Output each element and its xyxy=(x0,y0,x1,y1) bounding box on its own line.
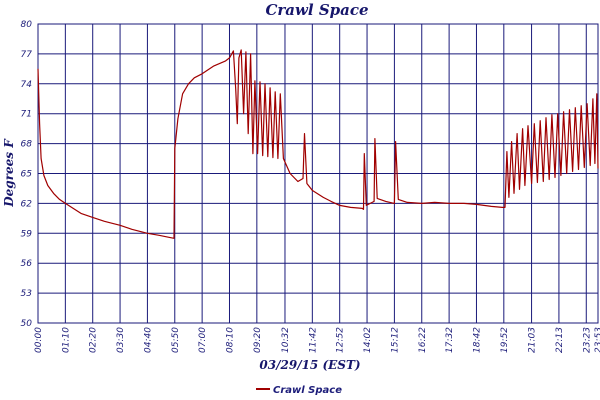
x-tick-labels: 00:00 01:10 02:20 03:30 04:40 05:50 07:00 08:10… xyxy=(34,327,600,353)
grid xyxy=(37,23,599,324)
chart-title: Crawl Space xyxy=(265,1,368,19)
x-tick-label: 05:50 xyxy=(171,327,181,353)
y-tick-label: 71 xyxy=(21,110,32,120)
x-tick-label: 12:52 xyxy=(336,327,346,353)
y-tick-label: 77 xyxy=(21,50,33,60)
y-tick-label: 59 xyxy=(21,229,33,239)
x-tick-label: 09:20 xyxy=(253,327,263,353)
series-line xyxy=(37,49,599,239)
x-tick-label: 08:10 xyxy=(225,327,235,353)
x-tick-label: 23:23 xyxy=(582,327,592,353)
y-tick-label: 62 xyxy=(21,199,33,209)
y-tick-label: 53 xyxy=(21,289,33,299)
x-tick-label: 18:42 xyxy=(472,327,482,353)
series-layer xyxy=(37,49,599,239)
y-tick-label: 74 xyxy=(21,80,33,90)
y-tick-label: 80 xyxy=(21,20,33,30)
x-tick-label: 15:12 xyxy=(390,327,400,353)
x-axis-label: 03/29/15 (EST) xyxy=(259,358,360,372)
x-tick-label: 19:52 xyxy=(500,327,510,353)
x-tick-label: 03:30 xyxy=(116,327,126,353)
x-tick-label: 14:02 xyxy=(363,327,373,353)
y-tick-label: 56 xyxy=(21,259,33,269)
y-tick-label: 50 xyxy=(21,319,33,329)
y-tick-label: 65 xyxy=(21,170,33,180)
x-tick-label: 16:22 xyxy=(418,327,428,353)
y-axis-label: Degrees F xyxy=(2,138,16,208)
x-tick-label: 10:32 xyxy=(281,327,291,353)
legend: Crawl Space xyxy=(256,385,342,396)
x-tick-label: 00:00 xyxy=(34,327,44,353)
x-tick-label: 02:20 xyxy=(89,327,99,353)
y-tick-label: 68 xyxy=(21,140,33,150)
x-tick-label: 17:32 xyxy=(445,327,455,353)
x-tick-label: 21:03 xyxy=(528,327,538,353)
y-tick-labels: 50 53 56 59 62 65 68 71 74 77 80 xyxy=(21,20,33,329)
x-tick-label: 01:10 xyxy=(61,327,71,353)
x-tick-label: 07:00 xyxy=(198,327,208,353)
x-tick-label: 23:53 xyxy=(594,327,600,353)
x-tick-label: 22:13 xyxy=(555,327,565,353)
legend-label: Crawl Space xyxy=(273,385,342,396)
x-tick-label: 11:42 xyxy=(308,327,318,353)
x-tick-label: 04:40 xyxy=(143,327,153,353)
